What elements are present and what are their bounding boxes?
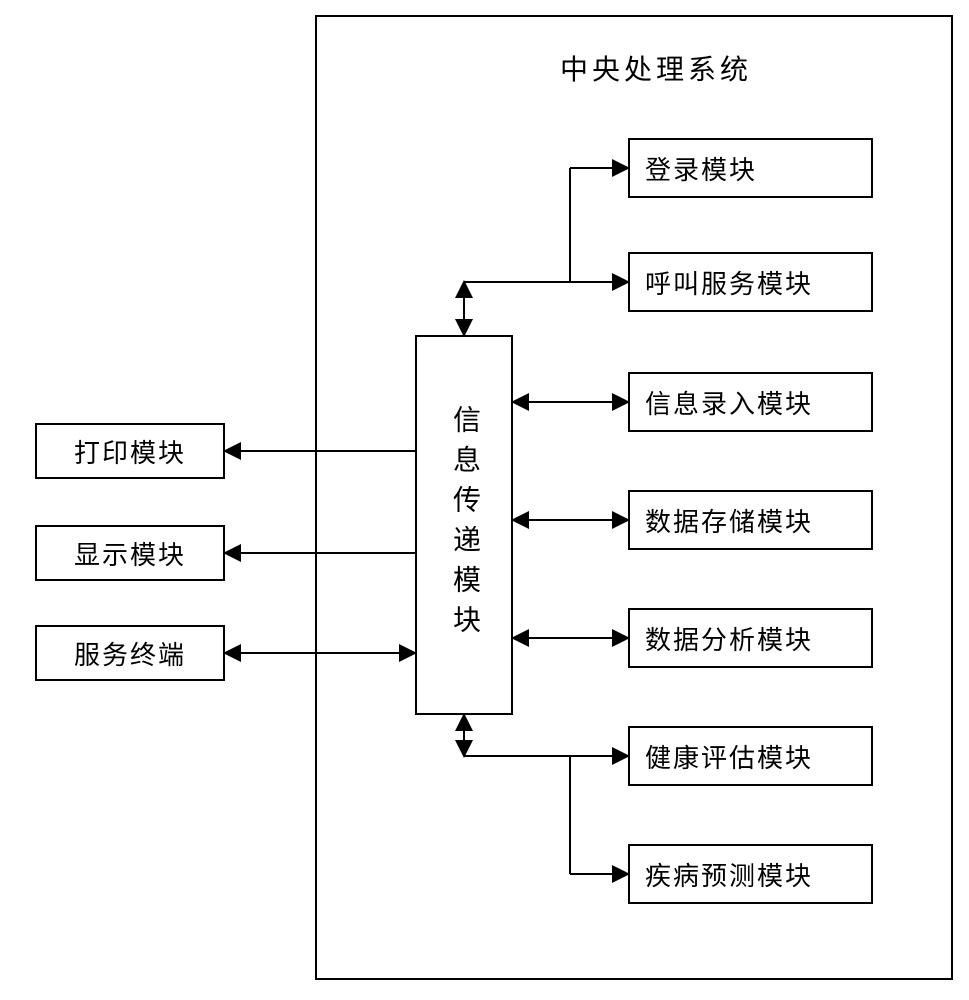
storage-module: 数据存储模块 <box>628 490 873 550</box>
central-module: 信息传递模块 <box>415 335 513 715</box>
display-module-label: 显示模块 <box>74 535 186 572</box>
print-module-label: 打印模块 <box>74 433 186 470</box>
login-module-label: 登录模块 <box>630 150 757 187</box>
terminal-module: 服务终端 <box>35 625 225 681</box>
call-module: 呼叫服务模块 <box>628 252 873 312</box>
health-module: 健康评估模块 <box>628 726 873 786</box>
disease-module-label: 疾病预测模块 <box>630 856 813 893</box>
login-module: 登录模块 <box>628 138 873 198</box>
system-title: 中央处理系统 <box>560 48 752 88</box>
analysis-module-label: 数据分析模块 <box>630 620 813 657</box>
analysis-module: 数据分析模块 <box>628 608 873 668</box>
input-module: 信息录入模块 <box>628 372 873 432</box>
system-diagram: 中央处理系统 信息传递模块 打印模块 显示模块 服务终端 登录模块 呼叫服务模块… <box>0 0 969 1000</box>
terminal-module-label: 服务终端 <box>74 635 186 672</box>
call-module-label: 呼叫服务模块 <box>630 264 813 301</box>
central-module-label: 信息传递模块 <box>444 405 484 645</box>
print-module: 打印模块 <box>35 423 225 479</box>
health-module-label: 健康评估模块 <box>630 738 813 775</box>
display-module: 显示模块 <box>35 525 225 581</box>
input-module-label: 信息录入模块 <box>630 384 813 421</box>
disease-module: 疾病预测模块 <box>628 844 873 904</box>
storage-module-label: 数据存储模块 <box>630 502 813 539</box>
